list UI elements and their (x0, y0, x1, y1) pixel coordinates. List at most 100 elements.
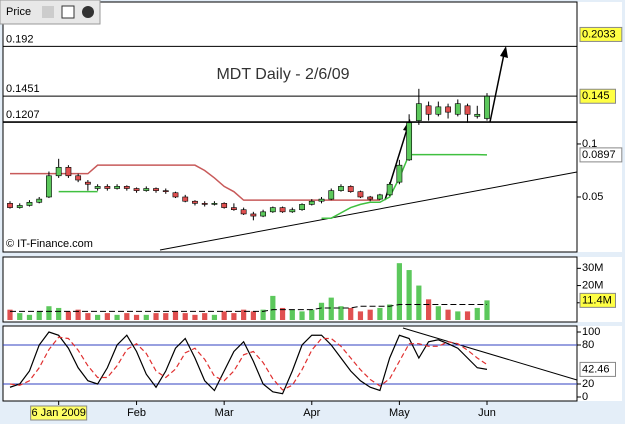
candle-body (328, 190, 335, 200)
candle-body (162, 190, 169, 192)
candle-body (338, 186, 344, 191)
volume-bar (406, 270, 412, 320)
candle-body (425, 105, 432, 115)
volume-bar (474, 307, 480, 320)
close-icon[interactable] (82, 6, 94, 18)
stoch-panel (3, 326, 622, 401)
candle-body (182, 196, 189, 202)
volume-bar (182, 313, 188, 320)
candle-body (445, 106, 451, 113)
candle-body (75, 175, 82, 181)
value-box (579, 292, 616, 308)
candle-body (367, 196, 374, 200)
candle-body (26, 201, 33, 206)
candle-body (299, 204, 305, 211)
candle-body (269, 207, 276, 213)
volume-bar (377, 307, 383, 320)
volume-bar (36, 311, 42, 320)
value-label: 0.0897 (582, 149, 616, 161)
candle-body (123, 186, 130, 189)
candle-body (65, 166, 72, 177)
candle-body (308, 200, 315, 205)
volume-bar (75, 309, 81, 320)
volume-bar (95, 314, 101, 320)
y-tick-label: 0.1 (582, 138, 597, 150)
candle-body (55, 166, 62, 177)
candle-body (415, 103, 422, 121)
volume-bar (425, 299, 432, 320)
candle-body (230, 207, 237, 211)
overlay-line (321, 153, 488, 219)
candle-body (250, 213, 257, 217)
maximize-icon[interactable] (61, 5, 75, 19)
candle-body (143, 188, 150, 191)
y-tick-label: 80 (582, 339, 594, 351)
candle-body (133, 188, 140, 191)
volume-bar (26, 314, 33, 320)
volume-bar (348, 307, 354, 320)
candle-body (211, 203, 218, 205)
x-tick-label: May (389, 407, 410, 419)
volume-bar (211, 314, 218, 320)
volume-bar (133, 314, 140, 320)
y-tick-label: 100 (582, 326, 600, 338)
volume-bar (124, 313, 130, 320)
settings-icon[interactable] (42, 6, 54, 18)
price-panel (3, 2, 622, 252)
volume-bar (65, 311, 72, 320)
candle-body (7, 203, 13, 208)
y-tick-label: 0.05 (582, 191, 603, 203)
level-label: 0.192 (6, 33, 34, 45)
volume-bar (455, 311, 461, 320)
candle-body (46, 175, 52, 198)
volume-bar (464, 311, 471, 320)
volume-bar (114, 314, 120, 320)
volume-bar (56, 307, 62, 320)
candle-body (435, 106, 442, 115)
candle-body (192, 200, 198, 204)
x-label-box (30, 405, 88, 421)
candle-body (260, 211, 267, 217)
trendline (159, 171, 578, 251)
candle-body (318, 198, 325, 202)
candle-body (386, 183, 393, 196)
candle-body (357, 191, 364, 198)
volume-bar (299, 311, 305, 320)
candle-body (396, 164, 403, 183)
value-box (579, 361, 616, 377)
volume-bar (250, 311, 256, 320)
value-label: 0.2033 (582, 28, 616, 40)
volume-bar (289, 309, 295, 320)
candle-body (279, 207, 286, 213)
volume-bar (172, 311, 179, 320)
watermark: © IT-Finance.com (6, 238, 93, 250)
average-line (10, 304, 487, 312)
volume-bar (435, 306, 441, 320)
value-label: 0.145 (582, 90, 610, 102)
volume-bar (7, 309, 13, 320)
stoch-frame (2, 325, 578, 402)
level-label: 0.1207 (6, 109, 40, 121)
candle-body (406, 122, 413, 161)
candle-body (84, 181, 91, 185)
candle-body (454, 103, 461, 115)
volume-bar (309, 309, 315, 320)
y-tick-label: 20M (582, 279, 603, 291)
volume-bar (163, 313, 169, 320)
candle-body (484, 95, 490, 119)
candle-body (221, 203, 228, 208)
value-box (579, 88, 616, 104)
volume-bar (445, 309, 451, 320)
volume-bar (46, 306, 52, 320)
candle-body (464, 105, 471, 115)
candle-body (94, 186, 101, 189)
price-frame (2, 1, 578, 253)
overlay-line (10, 164, 380, 201)
volume-bar (85, 313, 91, 320)
y-tick-label: 20 (582, 378, 594, 390)
volume-bar (241, 309, 247, 320)
candle-body (377, 194, 383, 200)
chart-title: MDT Daily - 2/6/09 (216, 66, 349, 83)
volume-bar (279, 307, 286, 320)
